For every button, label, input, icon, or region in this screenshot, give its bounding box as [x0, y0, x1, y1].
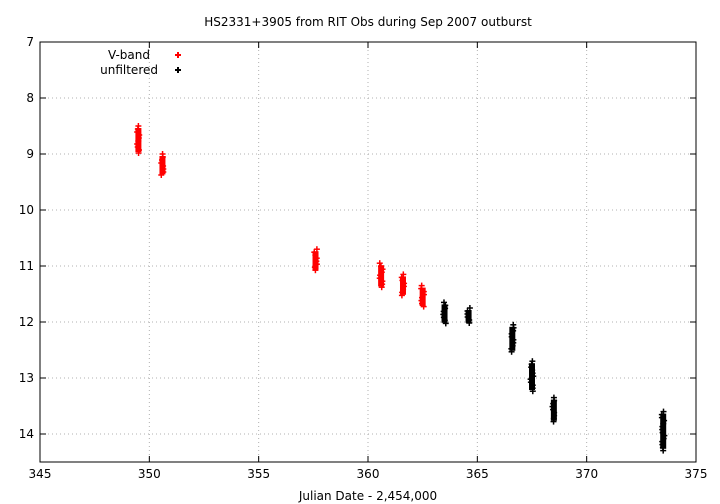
grid-lines	[40, 42, 696, 462]
data-point	[508, 321, 517, 355]
x-tick-label: 350	[138, 467, 161, 481]
data-point	[311, 246, 320, 274]
y-tick-label: 13	[19, 371, 34, 385]
data-point-body	[441, 304, 448, 323]
series-1	[440, 299, 668, 454]
chart-title: HS2331+3905 from RIT Obs during Sep 2007…	[204, 15, 532, 29]
data-point	[658, 408, 668, 454]
data-point	[440, 299, 449, 327]
y-tick-label: 12	[19, 315, 34, 329]
x-tick-label: 360	[357, 467, 380, 481]
y-tick-label: 14	[19, 427, 34, 441]
series-0	[134, 123, 427, 310]
x-tick-label: 370	[575, 467, 598, 481]
legend-marker-vband	[175, 52, 181, 58]
axis-ticks	[39, 41, 697, 462]
data-point-body	[399, 276, 406, 295]
legend-label-vband: V-band	[108, 48, 150, 62]
data-point	[464, 305, 473, 326]
x-tick-label: 355	[247, 467, 270, 481]
legend-label-unfiltered: unfiltered	[100, 63, 158, 77]
y-tick-label: 10	[19, 203, 34, 217]
data-point	[134, 123, 143, 156]
data-point	[398, 271, 408, 299]
y-tick-label: 9	[26, 147, 34, 161]
y-tick-label: 8	[26, 91, 34, 105]
data-point	[418, 282, 427, 310]
y-tick-label: 7	[26, 35, 34, 49]
x-tick-label: 345	[29, 467, 52, 481]
data-points	[134, 123, 668, 454]
data-point	[527, 358, 537, 395]
x-axis-label: Julian Date - 2,454,000	[298, 489, 437, 503]
tick-labels: 345 350 355 360 365 370 375 7 8 9 10 11 12 13 14	[19, 35, 708, 481]
data-point	[158, 151, 167, 178]
legend-marker-unfiltered	[175, 67, 181, 73]
data-point-body	[312, 251, 319, 270]
data-point	[549, 394, 558, 425]
data-point	[376, 260, 386, 291]
x-tick-label: 375	[685, 467, 708, 481]
y-tick-label: 11	[19, 259, 34, 273]
legend: V-band unfiltered	[100, 48, 181, 77]
x-tick-label: 365	[466, 467, 489, 481]
